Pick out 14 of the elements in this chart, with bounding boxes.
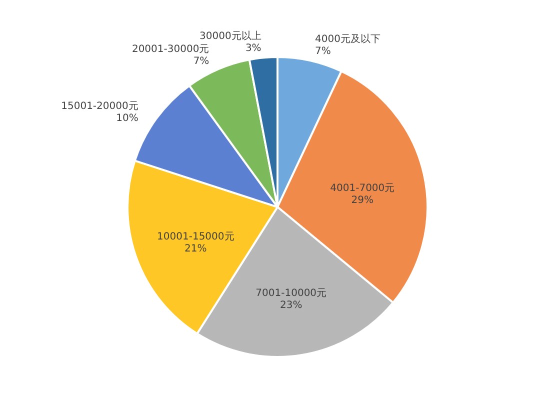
data-label: 10% (116, 112, 138, 124)
data-label: 23% (280, 300, 302, 311)
slice-label: 20001-30000元 (132, 44, 210, 56)
slice-label: 30000元以上 (200, 30, 262, 42)
slice-label: 10001-15000元 (157, 231, 234, 242)
data-label: 29% (351, 195, 374, 206)
slice-label: 7001-10000元 (256, 288, 327, 299)
data-label: 7% (315, 46, 331, 58)
data-label: 21% (184, 243, 207, 254)
slice-label: 4000元及以下 (315, 33, 380, 46)
data-label: 7% (193, 56, 210, 68)
data-label: 3% (245, 42, 262, 54)
slice-label: 15001-20000元 (61, 100, 138, 112)
slice-label: 4001-7000元 (330, 183, 395, 194)
